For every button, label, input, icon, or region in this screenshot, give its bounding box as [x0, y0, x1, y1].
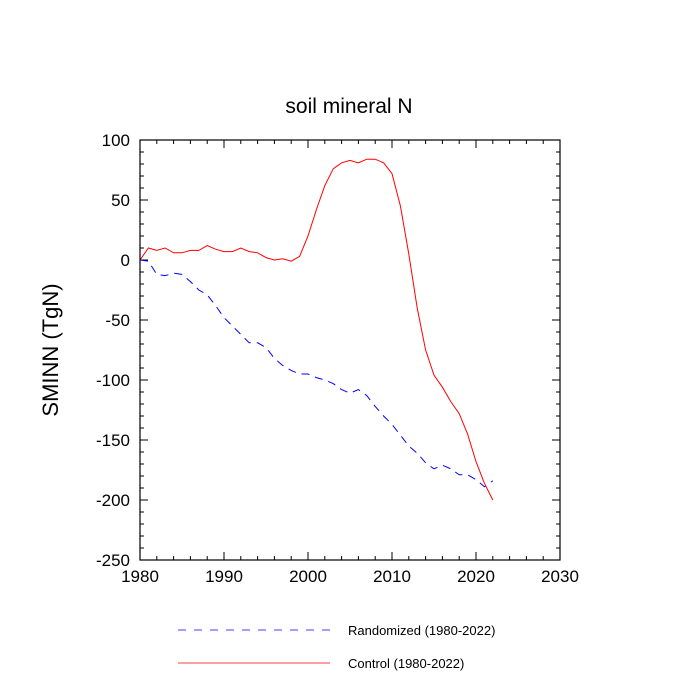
- y-tick-label: -200: [96, 491, 130, 510]
- y-tick-labels: 100 50 0 -50 -100 -150 -200 -250: [96, 131, 130, 570]
- y-axis-label: SMINN (TgN): [38, 283, 63, 416]
- y-tick-label: 0: [121, 251, 130, 270]
- x-tick-label: 1980: [121, 567, 159, 586]
- x-tick-label: 2020: [457, 567, 495, 586]
- x-tick-label: 2010: [373, 567, 411, 586]
- y-tick-label: 50: [111, 191, 130, 210]
- plot-frame: [139, 139, 561, 561]
- x-tick-label: 2000: [289, 567, 327, 586]
- y-tick-label: -150: [96, 431, 130, 450]
- chart-title: soil mineral N: [285, 95, 412, 118]
- series-line-randomized: [140, 259, 494, 488]
- y-tick-label: -250: [96, 551, 130, 570]
- legend-label-randomized: Randomized (1980-2022): [348, 623, 495, 638]
- y-tick-label: -100: [96, 371, 130, 390]
- legend: Randomized (1980-2022) Control (1980-202…: [178, 623, 495, 671]
- x-tick-label: 1990: [205, 567, 243, 586]
- x-tick-label: 2030: [541, 567, 579, 586]
- legend-label-control: Control (1980-2022): [348, 656, 464, 671]
- x-tick-labels: 1980 1990 2000 2010 2020 2030: [121, 567, 579, 586]
- y-tick-label: 100: [102, 131, 130, 150]
- series-line-control: [140, 158, 494, 501]
- axis-ticks: [139, 139, 561, 561]
- series-layer: [140, 158, 494, 501]
- y-tick-label: -50: [105, 311, 130, 330]
